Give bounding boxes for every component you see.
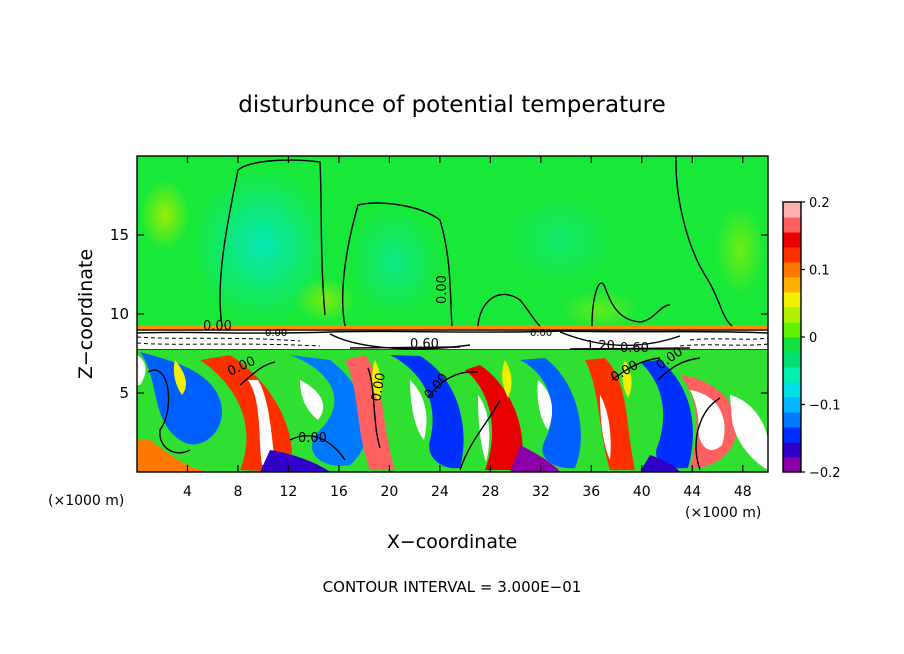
colorbar-segment	[783, 442, 801, 458]
colorbar-segment	[783, 322, 801, 338]
cyan-blob	[192, 167, 332, 323]
contour-label: 1.20	[586, 339, 615, 354]
x-tick-label: 8	[233, 484, 242, 500]
contour-label: 0.60	[410, 337, 439, 352]
colorbar-segment	[783, 397, 801, 413]
x-tick-label: 12	[280, 484, 298, 500]
colorbar-segment	[783, 277, 801, 293]
y-tick-label: 10	[110, 305, 129, 323]
x-tick-label: 32	[532, 484, 550, 500]
colorbar-segment	[783, 382, 801, 398]
contour-label: 0.00	[530, 328, 552, 339]
colorbar-segment	[783, 427, 801, 443]
y-tick-label: 5	[119, 384, 129, 402]
colorbar-tick-label: 0.2	[809, 196, 830, 211]
yellow-blob	[560, 290, 640, 330]
x-tick-label: 40	[633, 484, 651, 500]
x-tick-label: 44	[683, 484, 701, 500]
colorbar	[783, 202, 801, 473]
y-axis-label: Z−coordinate	[75, 249, 97, 379]
contour-lines	[147, 156, 733, 471]
contour-line	[367, 367, 381, 449]
x-axis-unit-right: (×1000 m)	[685, 505, 761, 521]
boundary-layer-field	[137, 350, 768, 472]
x-tick-label: 16	[330, 484, 348, 500]
x-axis-ticks: 4 8 12 16 20 24 28 32 36 40 44 48	[183, 156, 752, 500]
cyan-blob	[505, 195, 615, 285]
x-tick-label: 20	[380, 484, 398, 500]
yellow-blob	[295, 278, 355, 322]
contour-label: 0.00	[298, 431, 327, 446]
yellow-blob	[715, 205, 765, 295]
colorbar-segment	[783, 262, 801, 278]
contour-label: 0.00	[265, 328, 287, 339]
colorbar-tick-label: −0.1	[809, 399, 841, 414]
colorbar-segment	[783, 202, 801, 218]
colorbar-segment	[783, 292, 801, 308]
x-axis-label: X−coordinate	[387, 531, 517, 553]
plot-area: 0.00 0.00 0.00 0.00 0.00 0.00 0.00 0.00 …	[137, 156, 768, 472]
y-axis-ticks: 5 10 15	[110, 226, 768, 402]
inversion-top-band	[137, 325, 768, 329]
contour-line	[459, 399, 501, 471]
colorbar-ticks: 0.2 0.1 0 −0.1 −0.2	[801, 196, 841, 481]
contour-label: 0.00	[369, 372, 389, 403]
contour-line	[611, 357, 661, 381]
contour-line	[289, 435, 346, 461]
x-axis-unit-left: (×1000 m)	[48, 493, 124, 509]
colorbar-segment	[783, 412, 801, 428]
x-tick-label: 4	[183, 484, 192, 500]
y-tick-label: 15	[110, 226, 129, 244]
contour-line	[427, 371, 479, 399]
x-tick-label: 36	[582, 484, 600, 500]
contour-line	[675, 156, 733, 327]
x-tick-label: 28	[481, 484, 499, 500]
yellow-blob	[140, 180, 190, 250]
colorbar-segment	[783, 247, 801, 263]
contour-line	[341, 202, 453, 327]
contour-line	[657, 357, 701, 381]
x-tick-label: 48	[734, 484, 752, 500]
colorbar-tick-label: 0	[809, 331, 817, 346]
contour-line	[591, 282, 671, 327]
colorbar-segment	[783, 217, 801, 233]
colorbar-segment	[783, 307, 801, 323]
colorbar-segment	[783, 457, 801, 473]
contour-line	[695, 397, 721, 471]
colorbar-segment	[783, 337, 801, 353]
contour-label: 0.00	[435, 275, 450, 304]
x-tick-label: 24	[431, 484, 449, 500]
colorbar-segment	[783, 232, 801, 248]
contour-line	[477, 293, 541, 327]
colorbar-tick-label: 0.1	[809, 264, 830, 279]
contour-label: 0.00	[203, 319, 232, 334]
contour-interval-label: CONTOUR INTERVAL = 3.000E−01	[323, 578, 582, 596]
colorbar-segment	[783, 352, 801, 368]
contour-line	[239, 361, 276, 386]
contour-line	[219, 159, 326, 327]
cyan-blob	[350, 207, 440, 317]
colorbar-tick-label: −0.2	[809, 466, 841, 481]
contour-label: 0.60	[620, 341, 649, 356]
contour-line	[147, 369, 191, 454]
chart-title: disturbunce of potential temperature	[238, 92, 666, 118]
colorbar-segment	[783, 367, 801, 383]
